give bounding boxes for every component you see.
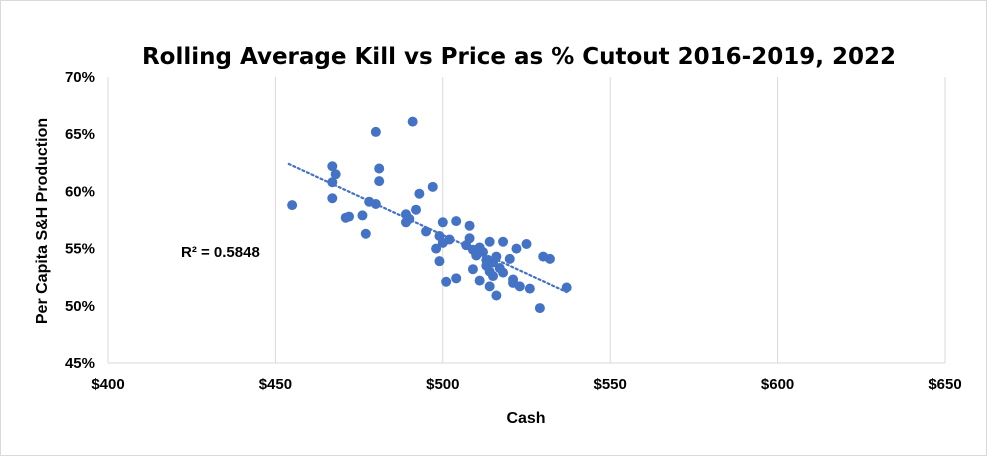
data-point (524, 283, 535, 294)
data-point (421, 226, 432, 237)
data-point (484, 236, 495, 247)
x-axis-ticks: $400 $450 $500 $550 $600 $650 (91, 376, 961, 393)
data-point (477, 247, 488, 258)
data-point (434, 256, 445, 267)
data-points (287, 116, 572, 314)
data-point (521, 239, 532, 250)
data-point (467, 264, 478, 275)
data-point (508, 274, 519, 285)
data-point (498, 267, 509, 278)
y-tick-label: 50% (65, 298, 95, 315)
x-axis-title: Cash (506, 410, 545, 427)
data-point (370, 198, 381, 209)
data-point (344, 211, 355, 222)
data-point (484, 281, 495, 292)
data-point (287, 200, 298, 211)
data-point (514, 281, 525, 292)
data-point (491, 290, 502, 301)
data-point (504, 253, 515, 264)
data-point (327, 177, 338, 188)
y-axis-title: Per Capita S&H Production (34, 118, 51, 324)
data-point (491, 251, 502, 262)
x-tick-label: $400 (91, 376, 124, 393)
gridlines (107, 77, 946, 364)
data-point (464, 220, 475, 231)
data-point (404, 213, 415, 224)
chart-title: Rolling Average Kill vs Price as % Cutou… (142, 44, 896, 70)
data-point (427, 181, 438, 192)
data-point (360, 228, 371, 239)
x-tick-label: $550 (594, 376, 627, 393)
data-point (374, 176, 385, 187)
data-point (498, 236, 509, 247)
data-point (330, 169, 341, 180)
data-point (441, 276, 452, 287)
x-tick-label: $500 (426, 376, 459, 393)
data-point (327, 161, 338, 172)
y-tick-label: 70% (65, 69, 95, 86)
data-point (464, 233, 475, 244)
data-point (370, 126, 381, 137)
data-point (474, 275, 485, 286)
y-tick-label: 60% (65, 183, 95, 200)
x-tick-label: $650 (928, 376, 961, 393)
y-axis-ticks: 45% 50% 55% 60% 65% 70% (65, 69, 95, 372)
data-point (451, 216, 462, 227)
data-point (357, 210, 368, 221)
data-point (561, 282, 572, 293)
y-tick-label: 55% (65, 241, 95, 258)
x-tick-label: $450 (259, 376, 292, 393)
data-point (407, 116, 418, 127)
data-point (414, 188, 425, 199)
data-point (488, 271, 499, 282)
data-point (411, 204, 422, 215)
data-point (534, 303, 545, 314)
data-point (431, 243, 442, 254)
r-squared-label: R² = 0.5848 (181, 244, 260, 261)
y-tick-label: 65% (65, 126, 95, 143)
data-point (374, 163, 385, 174)
y-tick-label: 45% (65, 355, 95, 372)
data-point (544, 253, 555, 264)
data-point (451, 273, 462, 284)
data-point (444, 234, 455, 245)
x-tick-label: $600 (761, 376, 794, 393)
data-point (327, 193, 338, 204)
data-point (511, 243, 522, 254)
data-point (437, 217, 448, 228)
